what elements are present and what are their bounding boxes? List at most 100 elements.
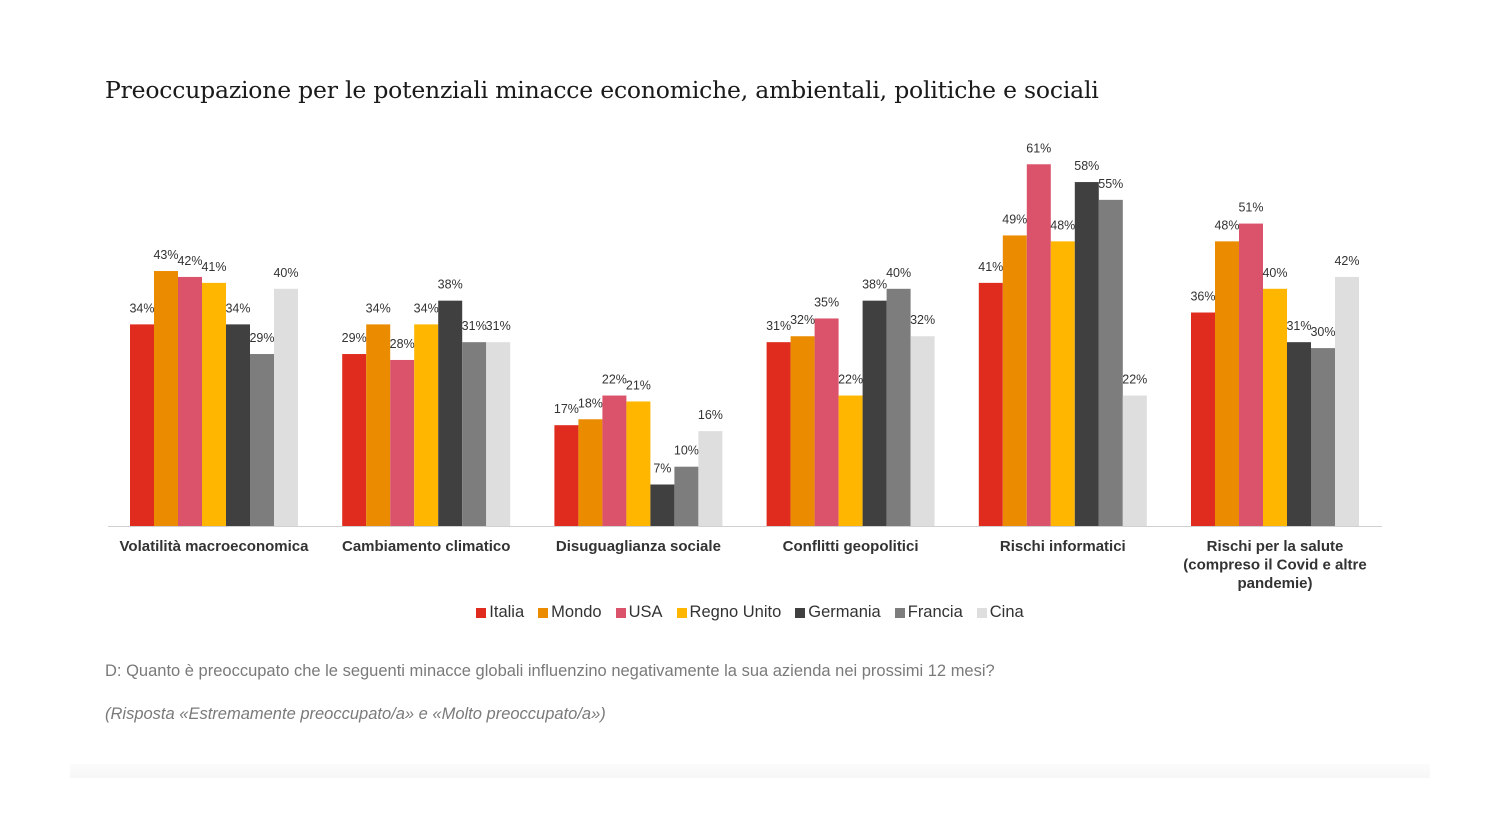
bar-italia: [130, 324, 154, 526]
data-label: 38%: [862, 278, 887, 292]
legend-label: Cina: [989, 603, 1024, 621]
data-label: 40%: [273, 266, 298, 280]
bar-germania: [438, 300, 463, 526]
data-label: 10%: [674, 444, 699, 458]
data-label: 42%: [1334, 254, 1359, 268]
data-label: 35%: [814, 295, 839, 309]
data-label: 51%: [1238, 201, 1263, 215]
bar-italia: [1191, 312, 1215, 526]
bar-francia: [250, 354, 274, 526]
category-label: Volatilità macroeconomica: [120, 538, 310, 555]
bar-mondo: [366, 324, 391, 526]
chart-legend: Italia Mondo USA Regno Unito Germania Francia…: [0, 603, 1500, 622]
bar-francia: [462, 342, 487, 526]
bar-francia: [1098, 199, 1123, 526]
bar-cina: [1122, 395, 1147, 526]
data-label: 58%: [1074, 159, 1099, 173]
data-label: 42%: [177, 254, 202, 268]
legend-label: Regno Unito: [689, 603, 782, 621]
data-label: 16%: [698, 408, 723, 422]
survey-question: D: Quanto è preoccupato che le seguenti …: [105, 662, 995, 680]
category-label: Rischi per la salute: [1207, 538, 1344, 555]
bar-francia: [886, 288, 911, 526]
bar-usa: [390, 359, 415, 526]
legend-swatch: [976, 607, 987, 618]
bar-germania: [650, 484, 675, 526]
legend-label: Mondo: [551, 603, 602, 621]
legend-item: Cina: [976, 603, 1024, 622]
data-label: 31%: [462, 319, 487, 333]
survey-note: (Risposta «Estremamente preoccupato/a» e…: [105, 705, 606, 723]
data-label: 41%: [978, 260, 1003, 274]
legend-swatch: [795, 607, 806, 618]
bar-regno-unito: [202, 282, 226, 526]
legend-item: Francia: [894, 603, 963, 622]
data-label: 18%: [578, 396, 603, 410]
bar-usa: [1239, 223, 1263, 526]
data-label: 32%: [790, 313, 815, 327]
legend-label: USA: [628, 603, 663, 621]
data-label: 22%: [602, 373, 627, 387]
bar-italia: [978, 282, 1003, 526]
bottom-divider: [70, 764, 1430, 778]
bar-cina: [698, 431, 723, 526]
category-label: Rischi informatici: [1000, 538, 1126, 555]
data-label: 28%: [390, 337, 415, 351]
data-label: 32%: [910, 313, 935, 327]
chart-title: Preoccupazione per le potenziali minacce…: [105, 76, 1099, 104]
category-label: Disuguaglianza sociale: [556, 538, 721, 555]
bar-germania: [226, 324, 250, 526]
legend-item: Italia: [476, 603, 524, 622]
legend-swatch: [476, 607, 487, 618]
data-label: 48%: [1214, 218, 1239, 232]
data-label: 43%: [153, 248, 178, 262]
legend-swatch: [615, 607, 626, 618]
data-label: 22%: [838, 373, 863, 387]
bar-cina: [486, 342, 511, 526]
bar-regno-unito: [626, 401, 651, 526]
data-label: 34%: [129, 301, 154, 315]
data-label: 36%: [1190, 290, 1215, 304]
data-label: 41%: [201, 260, 226, 274]
bar-usa: [1026, 164, 1051, 526]
bar-cina: [910, 336, 935, 526]
data-label: 30%: [1310, 325, 1335, 339]
data-label: 61%: [1026, 141, 1051, 155]
data-label: 22%: [1122, 373, 1147, 387]
bar-italia: [554, 425, 579, 526]
category-label: Cambiamento climatico: [342, 538, 510, 555]
category-label: Conflitti geopolitici: [783, 538, 919, 555]
bar-francia: [1311, 348, 1335, 526]
legend-swatch: [894, 607, 905, 618]
legend-label: Francia: [907, 603, 963, 621]
bar-usa: [814, 318, 839, 526]
data-label: 34%: [225, 301, 250, 315]
legend-item: Regno Unito: [676, 603, 782, 622]
bar-francia: [674, 466, 699, 526]
legend-swatch: [676, 607, 687, 618]
bar-germania: [862, 300, 887, 526]
bar-usa: [602, 395, 627, 526]
bar-mondo: [1002, 235, 1027, 526]
data-label: 40%: [1262, 266, 1287, 280]
bar-usa: [178, 276, 202, 526]
bar-regno-unito: [1050, 241, 1075, 527]
data-label: 34%: [366, 301, 391, 315]
data-label: 49%: [1002, 212, 1027, 226]
bar-mondo: [1215, 241, 1239, 527]
bar-germania: [1074, 182, 1099, 526]
category-label: (compreso il Covid e altre: [1183, 557, 1366, 574]
legend-item: Germania: [795, 603, 881, 622]
bar-germania: [1287, 342, 1311, 526]
bar-mondo: [790, 336, 815, 526]
legend-item: Mondo: [538, 603, 602, 622]
data-label: 7%: [653, 461, 671, 475]
category-label: pandemie): [1237, 575, 1312, 592]
legend-label: Italia: [489, 603, 525, 621]
data-label: 38%: [438, 278, 463, 292]
bar-mondo: [578, 419, 603, 526]
data-label: 34%: [414, 301, 439, 315]
legend-swatch: [538, 607, 549, 618]
data-label: 17%: [554, 402, 579, 416]
